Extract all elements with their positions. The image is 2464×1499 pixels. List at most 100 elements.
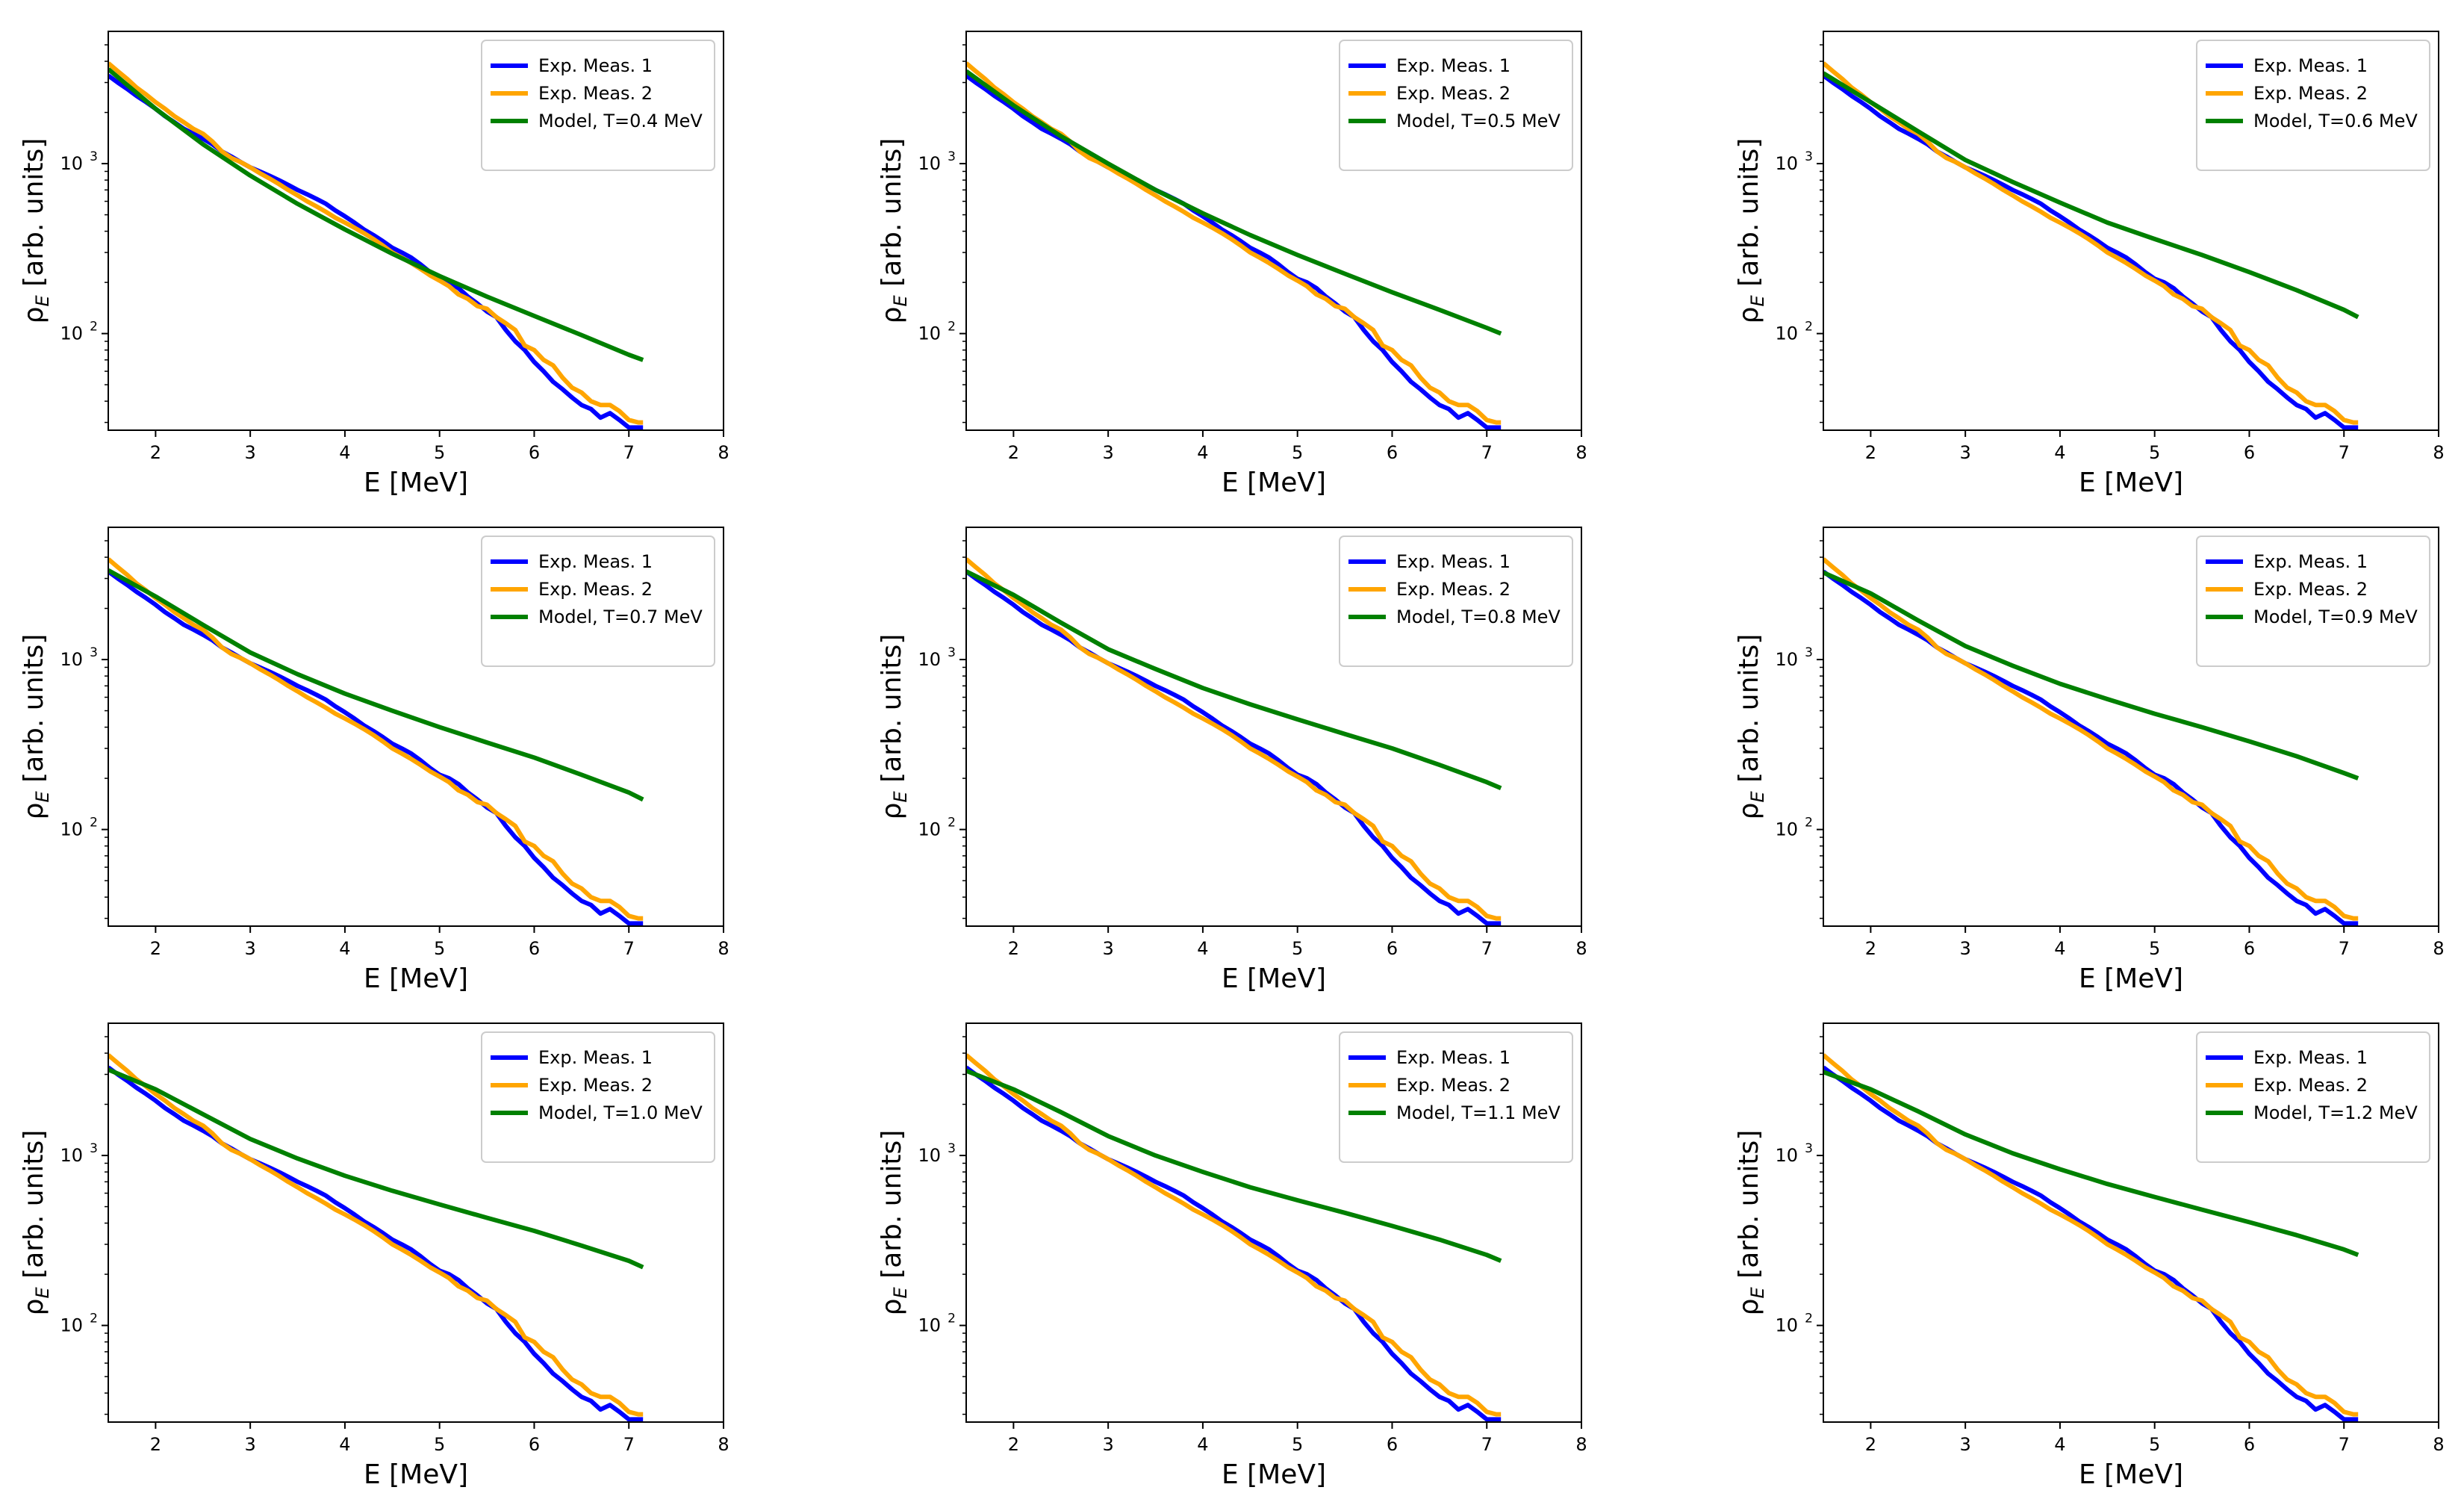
y-axis-label: ρE [arb. units] (19, 634, 53, 820)
legend-box (481, 536, 715, 667)
chart-panel-2: 2 3 4 5 6 7 8 10 2 10 3 E [MeV] ρE [arb. units] Exp. … (877, 31, 1587, 498)
legend-box (1339, 536, 1573, 667)
y-tick-label: 10 (1775, 323, 1798, 344)
x-axis-label: E [MeV] (364, 468, 468, 498)
x-tick-label: 2 (150, 1434, 161, 1455)
x-tick-label: 3 (1103, 442, 1114, 463)
y-tick-label: 10 (60, 1315, 83, 1336)
y-tick-label: 10 (1775, 649, 1798, 670)
x-tick-label: 4 (339, 938, 350, 959)
series-line-3 (1823, 1070, 2359, 1258)
x-tick-label: 7 (623, 442, 635, 463)
series-line-1 (966, 73, 1502, 430)
y-tick-label: 10 (1775, 819, 1798, 840)
y-axis-label: ρE [arb. units] (19, 1130, 53, 1316)
y-tick-exponent: 2 (948, 1312, 956, 1326)
y-tick-label: 10 (60, 323, 83, 344)
x-axis-label: E [MeV] (1222, 1459, 1326, 1490)
y-axis-label: ρE [arb. units] (877, 634, 911, 820)
x-tick-label: 2 (1865, 442, 1876, 463)
x-tick-label: 4 (2054, 938, 2065, 959)
series-group (966, 1053, 1502, 1422)
x-tick-label: 6 (529, 938, 540, 959)
legend: Exp. Meas. 1 Exp. Meas. 2 Model, T=1.2 MeV (2196, 1031, 2430, 1163)
x-tick-label: 4 (339, 442, 350, 463)
x-tick-label: 7 (1481, 1434, 1493, 1455)
y-tick-label: 10 (60, 819, 83, 840)
y-tick-label: 10 (918, 1145, 941, 1166)
x-tick-label: 6 (1387, 1434, 1398, 1455)
series-line-3 (966, 569, 1502, 791)
series-group (1823, 1053, 2359, 1422)
x-tick-label: 6 (1387, 938, 1398, 959)
x-tick-label: 3 (245, 938, 256, 959)
legend: Exp. Meas. 1 Exp. Meas. 2 Model, T=0.6 MeV (2196, 40, 2430, 171)
series-line-2 (108, 61, 644, 425)
legend: Exp. Meas. 1 Exp. Meas. 2 Model, T=1.1 MeV (1339, 1031, 1573, 1163)
x-tick-label: 2 (1008, 1434, 1019, 1455)
series-line-1 (108, 569, 644, 926)
x-tick-label: 2 (1865, 938, 1876, 959)
y-tick-label: 10 (60, 649, 83, 670)
legend-label-1: Exp. Meas. 1 (2253, 1047, 2368, 1068)
x-tick-label: 8 (1575, 938, 1587, 959)
y-tick-label: 10 (1775, 153, 1798, 174)
x-tick-label: 2 (1008, 938, 1019, 959)
series-line-3 (1823, 71, 2359, 320)
x-tick-label: 2 (1008, 442, 1019, 463)
series-line-1 (108, 73, 644, 430)
x-axis-label: E [MeV] (364, 1459, 468, 1490)
x-tick-label: 5 (2149, 1434, 2160, 1455)
y-tick-exponent: 3 (948, 645, 956, 660)
series-line-1 (108, 1065, 644, 1422)
legend-label-2: Exp. Meas. 2 (2253, 579, 2368, 600)
series-line-3 (1823, 570, 2359, 780)
series-group (108, 1053, 644, 1422)
chart-panel-9: 2 3 4 5 6 7 8 10 2 10 3 E [MeV] ρE [arb. units] Exp. … (1734, 1022, 2445, 1490)
x-tick-label: 5 (434, 442, 445, 463)
x-axis-label: E [MeV] (1222, 963, 1326, 994)
series-group (966, 61, 1502, 430)
series-line-2 (1823, 1053, 2359, 1417)
y-tick-exponent: 2 (948, 320, 956, 335)
y-tick-exponent: 3 (1805, 645, 1813, 660)
x-tick-label: 8 (1575, 1434, 1587, 1455)
legend-label-2: Exp. Meas. 2 (2253, 1075, 2368, 1096)
y-axis-label: ρE [arb. units] (1734, 138, 1768, 324)
x-tick-label: 6 (1387, 442, 1398, 463)
legend-label-1: Exp. Meas. 1 (538, 55, 653, 76)
x-tick-label: 4 (339, 1434, 350, 1455)
x-tick-label: 7 (623, 938, 635, 959)
y-axis-label: ρE [arb. units] (1734, 634, 1768, 820)
legend-label-1: Exp. Meas. 1 (2253, 551, 2368, 572)
series-line-3 (966, 69, 1502, 336)
x-tick-label: 5 (2149, 442, 2160, 463)
x-tick-label: 4 (1197, 938, 1208, 959)
x-tick-label: 7 (1481, 938, 1493, 959)
legend-label-3: Model, T=0.6 MeV (2253, 111, 2418, 131)
x-axis-label: E [MeV] (364, 963, 468, 994)
chart-panel-6: 2 3 4 5 6 7 8 10 2 10 3 E [MeV] ρE [arb. units] Exp. … (1734, 527, 2445, 994)
x-tick-label: 5 (2149, 938, 2160, 959)
y-tick-exponent: 3 (90, 149, 98, 164)
y-tick-exponent: 2 (1805, 816, 1813, 831)
x-tick-label: 3 (1960, 1434, 1971, 1455)
y-tick-exponent: 2 (948, 816, 956, 831)
series-line-3 (108, 1067, 644, 1270)
x-tick-label: 8 (2433, 442, 2444, 463)
y-tick-exponent: 3 (90, 645, 98, 660)
legend-label-2: Exp. Meas. 2 (1396, 1075, 1511, 1096)
x-tick-label: 5 (1292, 938, 1303, 959)
legend-label-1: Exp. Meas. 1 (1396, 551, 1511, 572)
series-line-1 (1823, 1065, 2359, 1422)
series-line-2 (1823, 61, 2359, 425)
y-tick-exponent: 2 (1805, 320, 1813, 335)
chart-panel-3: 2 3 4 5 6 7 8 10 2 10 3 E [MeV] ρE [arb. units] Exp. … (1734, 31, 2445, 498)
x-tick-label: 2 (150, 938, 161, 959)
x-tick-label: 6 (2244, 938, 2255, 959)
y-tick-label: 10 (918, 649, 941, 670)
y-tick-exponent: 3 (1805, 1141, 1813, 1156)
x-tick-label: 8 (2433, 938, 2444, 959)
legend-label-2: Exp. Meas. 2 (538, 83, 653, 104)
x-tick-label: 8 (718, 938, 729, 959)
